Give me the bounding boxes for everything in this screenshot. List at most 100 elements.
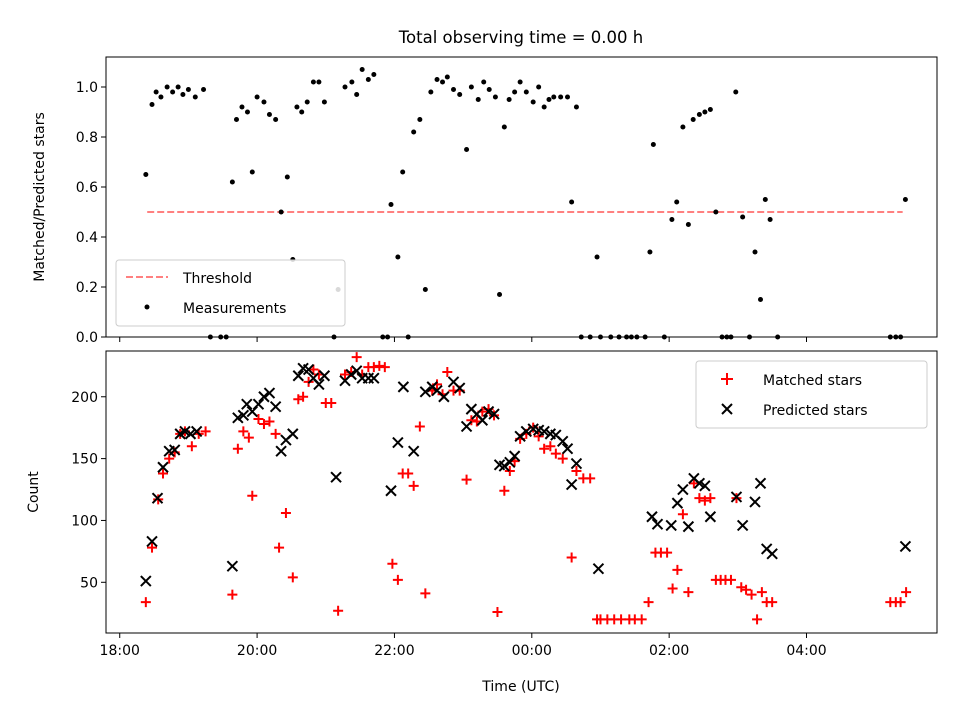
matched-point xyxy=(492,606,503,617)
matched-point xyxy=(158,468,169,479)
matched-point xyxy=(420,588,431,599)
matched-point xyxy=(414,421,425,432)
measurement-point xyxy=(733,89,739,95)
predicted-point xyxy=(671,497,684,509)
measurement-point xyxy=(523,89,529,95)
predicted-point xyxy=(318,370,331,382)
predicted-point xyxy=(488,408,500,420)
matched-point xyxy=(270,428,281,439)
predicted-point xyxy=(292,370,305,382)
predicted-point xyxy=(407,445,420,457)
predicted-point xyxy=(520,425,533,438)
measurement-point xyxy=(321,99,327,105)
predicted-point xyxy=(754,477,767,490)
matched-point xyxy=(746,589,757,600)
measurement-point xyxy=(310,79,316,85)
matched-legend-label: Matched stars xyxy=(763,373,862,389)
measurement-point xyxy=(902,197,908,202)
predicted-point xyxy=(275,445,287,457)
predicted-point xyxy=(476,414,489,426)
count-plot-frame xyxy=(105,350,938,634)
measurement-point xyxy=(371,72,377,77)
measurement-point xyxy=(261,99,267,105)
measurement-point xyxy=(551,94,557,100)
predicted-point xyxy=(140,575,152,587)
predicted-point xyxy=(190,425,203,438)
predicted-point xyxy=(561,443,574,455)
predicted-legend-marker xyxy=(721,403,733,415)
matched-point xyxy=(662,547,673,558)
predicted-point xyxy=(362,372,375,384)
y-tick-label: 0.0 xyxy=(76,330,98,346)
predicted-point xyxy=(157,461,169,473)
x-tick-label: 20:00 xyxy=(237,643,277,659)
matched-point xyxy=(725,574,736,585)
matched-point xyxy=(368,362,379,373)
predicted-point xyxy=(438,391,450,403)
measurement-point xyxy=(497,292,503,297)
predicted-point xyxy=(419,386,432,398)
measurement-point xyxy=(517,79,523,85)
matched-point xyxy=(200,426,211,437)
matched-point xyxy=(147,542,158,553)
threshold-legend-label: Threshold xyxy=(182,271,252,287)
predicted-point xyxy=(646,511,658,523)
matched-point xyxy=(752,614,763,625)
predicted-point xyxy=(498,460,511,472)
measurement-point xyxy=(266,112,272,117)
measurement-point xyxy=(143,172,149,177)
measurement-point xyxy=(569,199,575,205)
matched-point xyxy=(339,369,350,380)
measurement-point xyxy=(757,297,763,302)
matched-point xyxy=(293,394,304,405)
measurement-point xyxy=(506,97,512,102)
measurement-point xyxy=(170,89,176,95)
matched-point xyxy=(326,397,337,408)
y-tick-label: 0.6 xyxy=(76,180,98,196)
matched-point xyxy=(243,432,254,443)
predicted-point xyxy=(287,428,299,440)
measurement-point xyxy=(690,117,696,122)
measurement-point xyxy=(294,104,300,110)
y-tick-label: 0.2 xyxy=(76,280,98,296)
matched-point xyxy=(571,465,582,476)
count-legend: Matched stars Predicted stars xyxy=(695,360,928,429)
predicted-point xyxy=(699,480,711,492)
y-tick-label: 0.4 xyxy=(76,230,98,246)
matched-point xyxy=(442,367,453,378)
measurement-point xyxy=(233,117,239,122)
measurement-point xyxy=(244,109,250,115)
matched-point xyxy=(499,485,510,496)
predicted-point xyxy=(570,457,583,470)
measurement-point xyxy=(573,104,579,110)
measurement-point xyxy=(481,79,487,85)
measurement-point xyxy=(702,109,708,115)
predicted-point xyxy=(263,387,276,399)
matched-point xyxy=(247,490,258,501)
matched-point xyxy=(643,597,654,608)
measurement-point xyxy=(273,117,279,122)
measurement-point xyxy=(278,209,284,215)
matched-point xyxy=(699,495,710,506)
predicted-point xyxy=(508,450,521,462)
matched-point xyxy=(333,605,344,616)
predicted-point xyxy=(350,365,363,377)
matched-point xyxy=(566,552,577,563)
predicted-point xyxy=(241,398,253,410)
measurement-point xyxy=(740,214,746,220)
chart-title: Total observing time = 0.00 h xyxy=(398,28,643,47)
predicted-point xyxy=(302,363,315,376)
predicted-point xyxy=(736,519,749,532)
measurement-point xyxy=(304,99,310,105)
matched-point xyxy=(901,587,912,598)
x-tick-label: 22:00 xyxy=(374,643,414,659)
matched-point xyxy=(466,415,477,426)
ratio-marks xyxy=(143,67,908,340)
measurement-point xyxy=(175,84,181,90)
measurement-point xyxy=(229,179,235,185)
predicted-point xyxy=(330,471,342,483)
matched-point xyxy=(387,558,398,569)
x-tick-label: 04:00 xyxy=(786,643,826,659)
matched-point xyxy=(140,597,151,608)
